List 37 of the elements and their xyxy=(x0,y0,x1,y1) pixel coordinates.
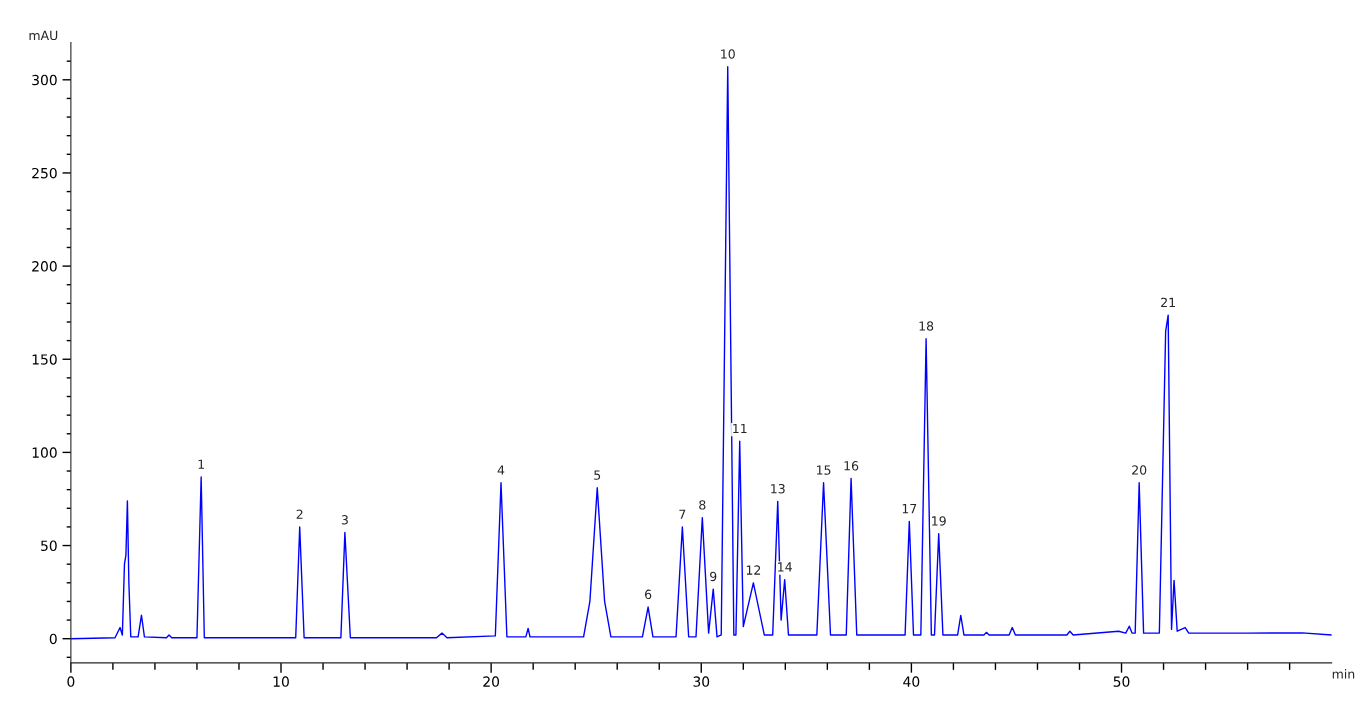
annotation: 3 xyxy=(341,515,348,525)
y-tick-label: 0 xyxy=(49,633,57,645)
annotation: 7 xyxy=(679,509,686,519)
annotation: 5 xyxy=(594,470,601,480)
annotation: 11 xyxy=(733,423,747,434)
y-tick-label: 100 xyxy=(32,447,57,458)
x-axis-title: min xyxy=(1332,669,1355,679)
annotation: 1 xyxy=(198,459,204,469)
annotation: 12 xyxy=(746,565,761,575)
annotation: 15 xyxy=(816,465,831,475)
y-tick-label: 300 xyxy=(32,74,57,86)
annotation: 16 xyxy=(844,461,859,471)
annotation: 19 xyxy=(932,516,946,526)
annotation: 20 xyxy=(1132,465,1147,475)
y-tick-label: 150 xyxy=(32,354,57,365)
y-tick-label: 200 xyxy=(32,261,57,272)
y-tick-label: 250 xyxy=(32,167,57,179)
annotation: 6 xyxy=(645,589,652,600)
annotation: 17 xyxy=(902,504,917,514)
x-tick-label: 0 xyxy=(67,676,75,687)
annotation: 10 xyxy=(721,49,735,59)
x-tick-label: 30 xyxy=(693,676,710,687)
annotation: 13 xyxy=(771,483,785,494)
annotation: 8 xyxy=(699,500,706,510)
x-tick-label: 50 xyxy=(1113,676,1130,687)
annotation: 14 xyxy=(778,562,792,572)
y-tick-label: 50 xyxy=(41,540,57,552)
annotation: 2 xyxy=(296,509,303,519)
annotation: 21 xyxy=(1161,297,1175,307)
annotation: 4 xyxy=(497,465,505,475)
annotation: 18 xyxy=(919,321,934,331)
annotation: 9 xyxy=(710,571,717,582)
x-tick-label: 40 xyxy=(903,676,920,687)
line-series xyxy=(70,66,1332,640)
x-tick-label: 10 xyxy=(273,676,289,687)
y-axis-title: mAU xyxy=(29,30,58,41)
x-tick-label: 20 xyxy=(483,676,500,687)
